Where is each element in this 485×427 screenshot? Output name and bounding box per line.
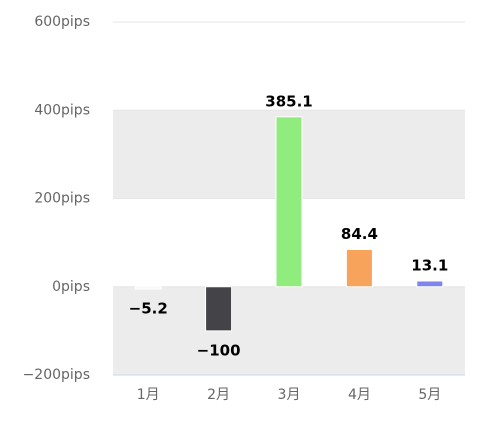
data-label: −100 <box>197 341 241 359</box>
x-tick-label: 3月 <box>278 387 301 403</box>
grid-band <box>113 286 465 375</box>
bar <box>345 249 373 288</box>
x-tick-label: 5月 <box>418 387 441 403</box>
y-tick-label: 600pips <box>34 14 90 30</box>
data-label: 385.1 <box>265 92 312 110</box>
bar <box>416 280 444 288</box>
y-tick-label: −200pips <box>23 367 90 383</box>
data-label: 84.4 <box>341 225 378 243</box>
data-label: −5.2 <box>129 300 168 318</box>
x-tick-label: 4月 <box>348 387 371 403</box>
y-tick-label: 400pips <box>34 102 90 118</box>
y-tick-label: 200pips <box>34 191 90 207</box>
bar <box>275 116 303 288</box>
bar <box>205 286 233 332</box>
bar <box>134 286 162 290</box>
x-tick-label: 1月 <box>137 387 160 403</box>
y-tick-label: 0pips <box>52 279 90 295</box>
data-label: 13.1 <box>411 256 448 274</box>
x-tick-label: 2月 <box>207 387 230 403</box>
